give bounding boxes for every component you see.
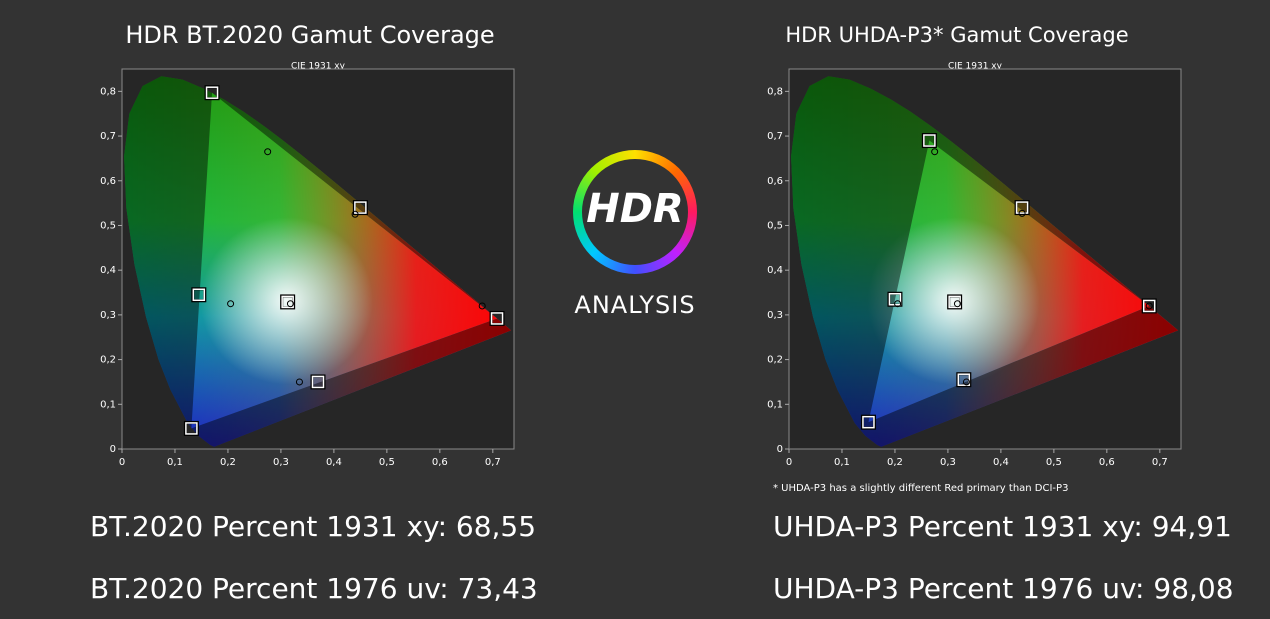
target-point (354, 201, 367, 214)
x-tick-label: 0,2 (220, 457, 236, 468)
y-tick-label: 0,5 (767, 220, 783, 231)
x-tick-label: 0 (786, 457, 792, 468)
target-point (311, 375, 325, 389)
y-tick-label: 0,2 (100, 355, 116, 366)
y-tick-label: 0,3 (100, 310, 116, 321)
target-point (1142, 299, 1156, 313)
y-tick-label: 0,3 (767, 310, 783, 321)
logo-ring (573, 150, 697, 274)
measured-point (478, 302, 486, 310)
target-point (192, 288, 206, 302)
chart-subtitle: CIE 1931 xy (948, 62, 1003, 72)
measured-point (1145, 302, 1153, 310)
result-text: UHDA-P3 Percent 1931 xy: 94,91 (773, 510, 1232, 543)
measured-point (962, 378, 970, 386)
target-point (490, 312, 504, 325)
y-tick-label: 0 (110, 444, 116, 455)
x-tick-label: 0,6 (432, 457, 448, 468)
target-point (1015, 201, 1029, 214)
x-tick-label: 0,2 (887, 457, 903, 468)
measured-point (931, 148, 939, 156)
target-point (923, 134, 936, 147)
measured-point (351, 210, 359, 218)
y-tick-label: 0,7 (767, 131, 783, 142)
chart-title: HDR BT.2020 Gamut Coverage (125, 21, 494, 49)
y-tick-label: 0,2 (767, 355, 783, 366)
x-tick-label: 0,5 (379, 457, 395, 468)
chart-subtitle: CIE 1931 xy (291, 62, 346, 72)
y-tick-label: 0,4 (100, 265, 116, 276)
y-tick-label: 0,4 (767, 265, 783, 276)
y-tick-label: 0,7 (100, 131, 116, 142)
x-tick-label: 0 (119, 457, 125, 468)
x-tick-label: 0,3 (940, 457, 956, 468)
result-text: BT.2020 Percent 1931 xy: 68,55 (90, 510, 536, 543)
target-point (957, 373, 971, 386)
x-tick-label: 0,1 (167, 457, 183, 468)
y-tick-label: 0,8 (767, 86, 783, 97)
x-tick-label: 0,7 (485, 457, 501, 468)
x-tick-label: 0,4 (326, 457, 342, 468)
y-tick-label: 0,6 (767, 176, 783, 187)
x-tick-label: 0,3 (273, 457, 289, 468)
x-tick-label: 0,5 (1046, 457, 1062, 468)
x-tick-label: 0,4 (993, 457, 1009, 468)
target-point (862, 415, 875, 429)
y-tick-label: 0,6 (100, 176, 116, 187)
y-tick-label: 0,1 (767, 399, 783, 410)
result-text: BT.2020 Percent 1976 uv: 73,43 (90, 572, 538, 605)
logo-caption: ANALYSIS (574, 291, 695, 319)
result-text: UHDA-P3 Percent 1976 uv: 98,08 (773, 572, 1234, 605)
logo-mark: HDR (586, 186, 683, 232)
y-tick-label: 0,1 (100, 399, 116, 410)
target-point (205, 86, 219, 99)
measured-point (953, 300, 961, 308)
measured-point (894, 300, 902, 308)
measured-point (264, 148, 272, 156)
measured-point (227, 300, 235, 308)
chart-title: HDR UHDA-P3* Gamut Coverage (785, 23, 1128, 47)
measured-point (295, 378, 303, 386)
x-tick-label: 0,7 (1152, 457, 1168, 468)
y-tick-label: 0,8 (100, 86, 116, 97)
x-tick-label: 0,6 (1099, 457, 1115, 468)
logo-ring-inner (582, 159, 688, 265)
measured-point (1018, 209, 1026, 217)
target-point (185, 422, 198, 435)
x-tick-label: 0,1 (834, 457, 850, 468)
annotation: * UHDA-P3 has a slightly different Red p… (773, 483, 1068, 494)
y-tick-label: 0 (777, 444, 783, 455)
y-tick-label: 0,5 (100, 220, 116, 231)
measured-point (286, 300, 294, 308)
